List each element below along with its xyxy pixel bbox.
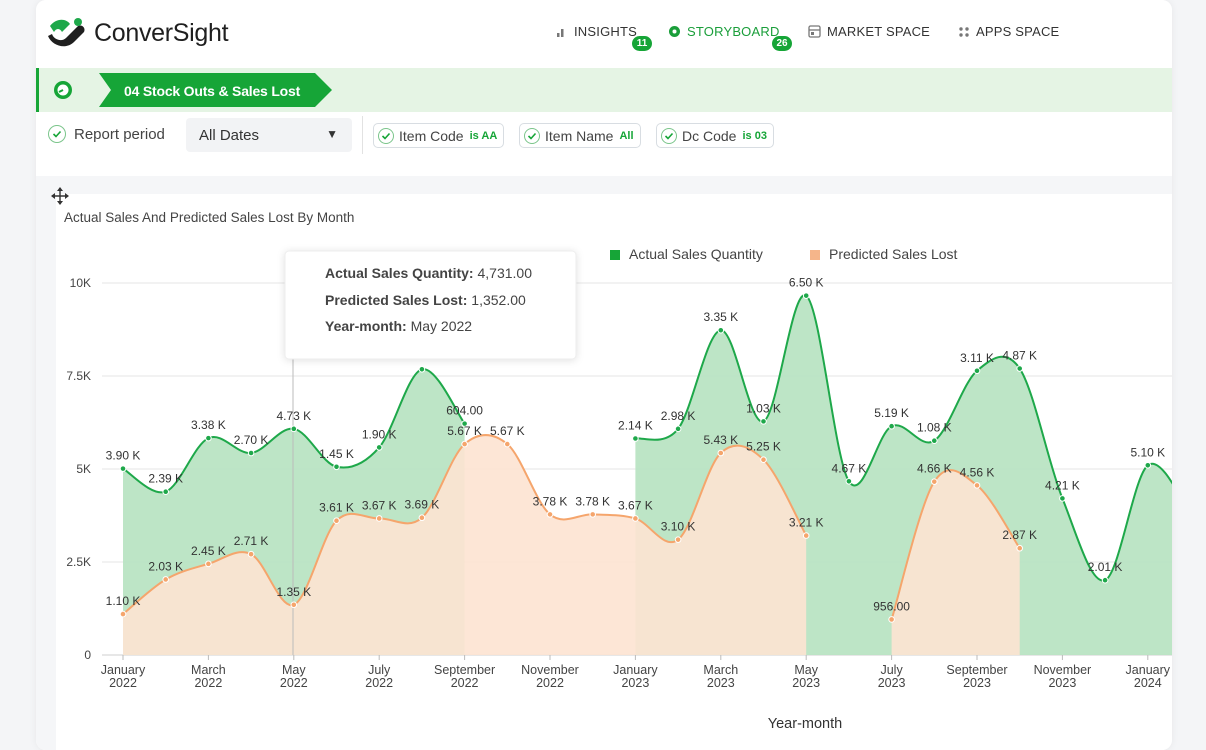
nav-apps-space[interactable]: APPS SPACE — [958, 24, 1059, 39]
report-period-toggle[interactable]: Report period — [48, 125, 165, 143]
filter-item-code-value: is AA — [469, 129, 498, 142]
filter-item-code[interactable]: Item Code is AA — [373, 123, 505, 148]
top-navigation-bar: ConverSight INSIGHTS 11 STORYBOARD 26 MA… — [36, 0, 1172, 68]
filter-item-name-label: Item Name — [545, 127, 614, 144]
market-space-icon — [808, 25, 821, 38]
report-period-label: Report period — [74, 125, 165, 143]
filter-bar: Report period All Dates ▼ Item Code is A… — [36, 112, 1172, 176]
storyboard-gauge-icon[interactable] — [53, 80, 73, 105]
filter-item-name-value: All — [619, 129, 634, 142]
filter-dc-code[interactable]: Dc Code is 03 — [656, 123, 774, 148]
check-icon — [48, 125, 66, 143]
brand-logo[interactable]: ConverSight — [48, 16, 229, 50]
conversight-logo-icon — [48, 18, 85, 47]
nav-insights-label: INSIGHTS — [574, 24, 637, 39]
report-period-value: All Dates — [199, 127, 260, 144]
brand-name: ConverSight — [94, 18, 229, 47]
tab-arrow-shape — [99, 73, 332, 107]
filter-dc-code-label: Dc Code — [682, 127, 737, 144]
bar-chart-icon — [556, 26, 568, 38]
check-icon — [378, 127, 394, 144]
filter-item-code-label: Item Code — [399, 127, 464, 144]
section-spacer — [36, 176, 1172, 194]
report-card: ConverSight INSIGHTS 11 STORYBOARD 26 MA… — [36, 0, 1172, 750]
storyboard-title-tab[interactable]: 04 Stock Outs & Sales Lost — [99, 73, 333, 107]
apps-grid-icon — [958, 26, 970, 38]
storyboard-banner: 04 Stock Outs & Sales Lost — [36, 68, 1172, 112]
insights-count-badge: 11 — [632, 36, 652, 51]
nav-storyboard-label: STORYBOARD — [687, 24, 780, 39]
chart-panel — [36, 194, 1172, 750]
dropdown-caret-icon: ▼ — [326, 127, 338, 141]
nav-apps-space-label: APPS SPACE — [976, 24, 1060, 39]
nav-insights[interactable]: INSIGHTS — [556, 24, 637, 39]
report-period-select[interactable]: All Dates ▼ — [186, 118, 352, 152]
filter-dc-code-value: is 03 — [742, 129, 767, 142]
storyboard-icon — [668, 25, 681, 38]
storyboard-count-badge: 26 — [772, 36, 792, 51]
filter-item-name[interactable]: Item Name All — [519, 123, 641, 148]
nav-market-space[interactable]: MARKET SPACE — [808, 24, 930, 39]
filter-divider — [362, 116, 363, 154]
storyboard-title: 04 Stock Outs & Sales Lost — [124, 83, 301, 99]
nav-storyboard[interactable]: STORYBOARD — [668, 24, 780, 39]
check-icon — [524, 127, 540, 144]
nav-market-space-label: MARKET SPACE — [827, 24, 931, 39]
check-icon — [661, 127, 677, 144]
